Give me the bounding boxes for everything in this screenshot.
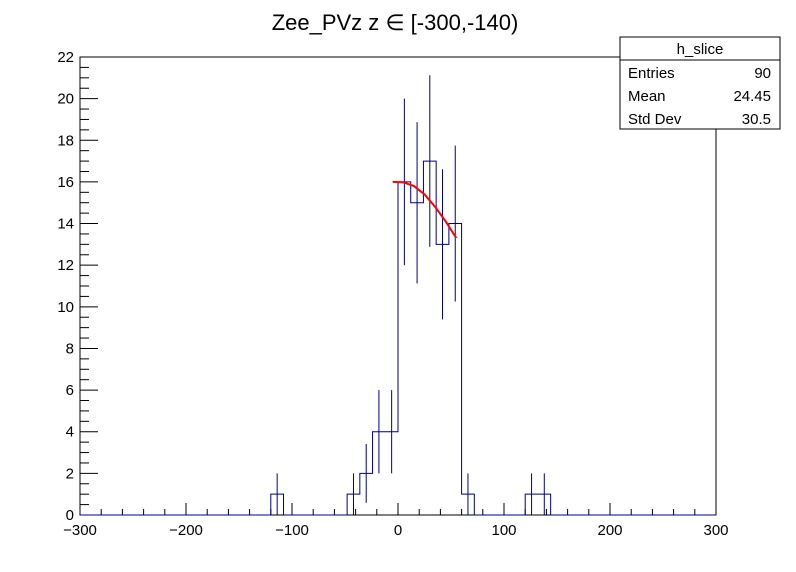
y-tick-label: 10 (57, 299, 74, 316)
stats-stddev-label: Std Dev (628, 111, 682, 128)
y-tick-label: 0 (66, 507, 74, 524)
x-tick-label: 300 (703, 522, 728, 539)
y-tick-label: 20 (57, 91, 74, 108)
y-tick-label: 4 (66, 424, 74, 441)
stats-stddev-value: 30.5 (742, 111, 771, 128)
stats-entries-label: Entries (628, 65, 675, 82)
stats-box-frame (619, 36, 781, 130)
x-tick-label: 100 (491, 522, 516, 539)
y-tick-label: 8 (66, 340, 74, 357)
histogram (80, 75, 716, 516)
stats-entries-value: 90 (754, 65, 771, 82)
histogram-outline (80, 160, 716, 516)
stats-mean-value: 24.45 (733, 88, 771, 105)
x-tick-label: −300 (63, 522, 97, 539)
y-tick-label: 18 (57, 132, 74, 149)
y-tick-label: 14 (57, 216, 74, 233)
x-tick-label: 200 (597, 522, 622, 539)
stats-box: h_slice Entries 90 Mean 24.45 Std Dev 30… (619, 36, 781, 130)
x-tick-label: 0 (394, 522, 402, 539)
y-tick-label: 12 (57, 257, 74, 274)
fit-curve (392, 180, 458, 239)
y-tick-label: 2 (66, 465, 74, 482)
stats-mean-label: Mean (628, 88, 666, 105)
x-tick-label: −100 (275, 522, 309, 539)
fit-curve-group (392, 180, 458, 239)
chart-title: Zee_PVz z ∈ [-300,-140) (272, 10, 519, 35)
x-tick-label: −200 (169, 522, 203, 539)
stats-box-name: h_slice (677, 41, 724, 58)
y-tick-label: 6 (66, 382, 74, 399)
y-tick-label: 22 (57, 49, 74, 66)
y-tick-label: 16 (57, 174, 74, 191)
